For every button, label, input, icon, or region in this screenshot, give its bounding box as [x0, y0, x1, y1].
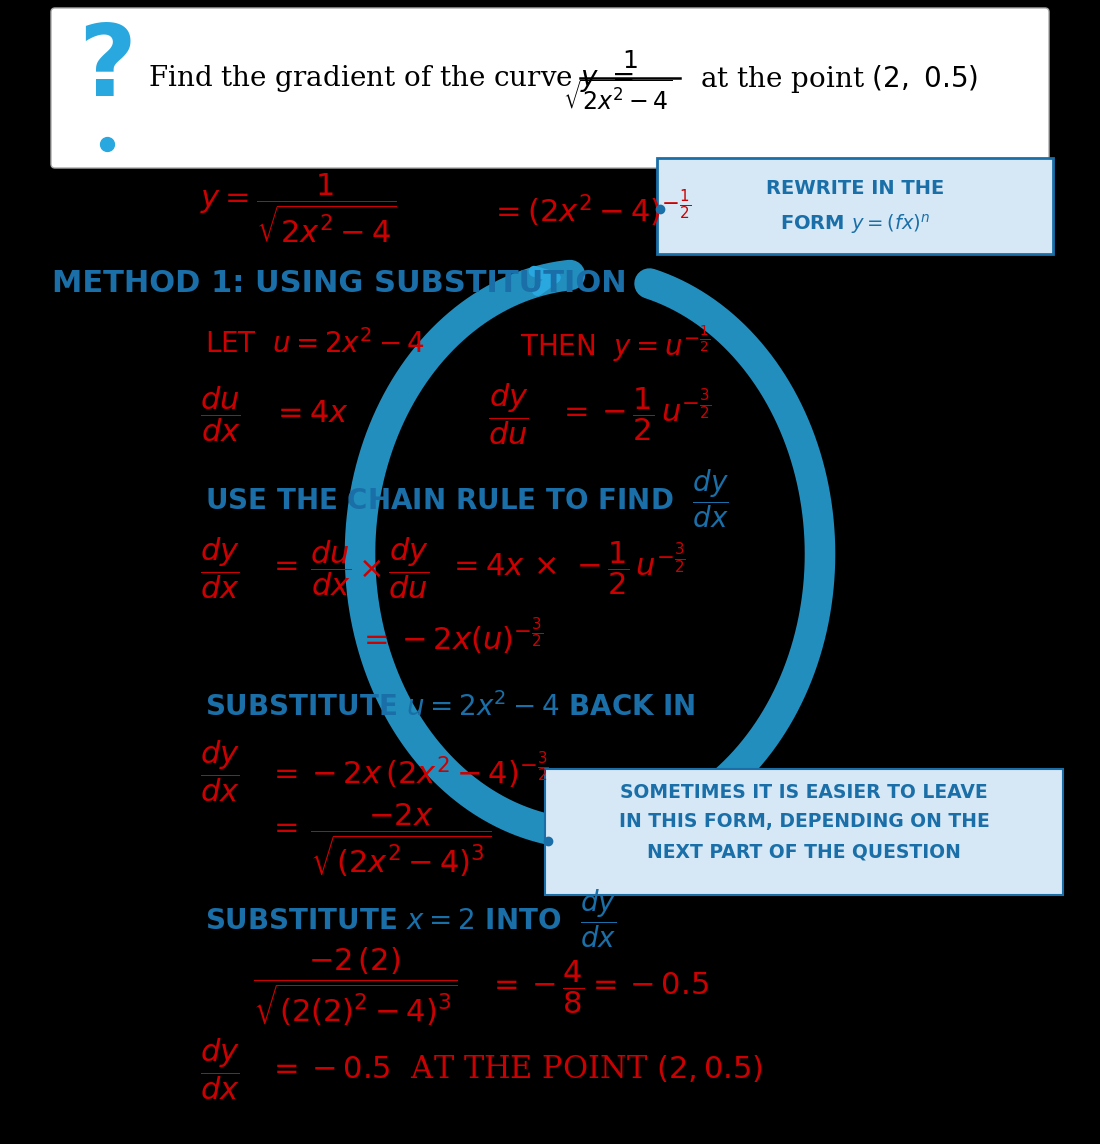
- FancyBboxPatch shape: [657, 158, 1053, 254]
- Text: THEN  $y = u^{-\frac{1}{2}}$: THEN $y = u^{-\frac{1}{2}}$: [520, 324, 711, 364]
- Text: LET  $u = 2x^2 - 4$: LET $u = 2x^2 - 4$: [205, 329, 425, 359]
- Text: Find the gradient of the curve $y\ =\ $: Find the gradient of the curve $y\ =\ $: [148, 63, 635, 94]
- Text: $y = \dfrac{1}{\sqrt{2x^2-4}}$: $y = \dfrac{1}{\sqrt{2x^2-4}}$: [200, 172, 396, 246]
- Text: $= -\dfrac{1}{2}\,u^{-\frac{3}{2}}$: $= -\dfrac{1}{2}\,u^{-\frac{3}{2}}$: [558, 386, 712, 443]
- Text: $\times\,\dfrac{dy}{du}$: $\times\,\dfrac{dy}{du}$: [358, 535, 429, 601]
- Text: at the point $(2,\ 0.5)$: at the point $(2,\ 0.5)$: [700, 63, 978, 95]
- Text: $= -0.5\ $ AT THE POINT $(2, 0.5)$: $= -0.5\ $ AT THE POINT $(2, 0.5)$: [268, 1054, 763, 1085]
- Text: $\dfrac{dy}{dx}$: $\dfrac{dy}{dx}$: [200, 535, 240, 601]
- Text: $= -\dfrac{4}{8} = -0.5$: $= -\dfrac{4}{8} = -0.5$: [488, 959, 708, 1016]
- Text: IN THIS FORM, DEPENDING ON THE: IN THIS FORM, DEPENDING ON THE: [618, 812, 989, 832]
- Text: $\dfrac{-2\,(2)}{\sqrt{(2(2)^2-4)^3}}$: $\dfrac{-2\,(2)}{\sqrt{(2(2)^2-4)^3}}$: [253, 945, 458, 1028]
- Text: NEXT PART OF THE QUESTION: NEXT PART OF THE QUESTION: [647, 842, 961, 861]
- Text: $\dfrac{dy}{dx}$: $\dfrac{dy}{dx}$: [200, 738, 240, 804]
- Text: $= -2x\,(2x^2-4)^{-\frac{3}{2}}$: $= -2x\,(2x^2-4)^{-\frac{3}{2}}$: [268, 750, 549, 792]
- Text: $=\, \dfrac{du}{dx}$: $=\, \dfrac{du}{dx}$: [268, 538, 351, 598]
- FancyBboxPatch shape: [51, 8, 1049, 168]
- Text: USE THE CHAIN RULE TO FIND  $\dfrac{dy}{dx}$: USE THE CHAIN RULE TO FIND $\dfrac{dy}{d…: [205, 468, 729, 531]
- Text: $= 4x\,\times\,-\dfrac{1}{2}\,u^{-\frac{3}{2}}$: $= 4x\,\times\,-\dfrac{1}{2}\,u^{-\frac{…: [448, 539, 686, 597]
- Text: SUBSTITUTE $u = 2x^2 - 4$ BACK IN: SUBSTITUTE $u = 2x^2 - 4$ BACK IN: [205, 692, 695, 722]
- Text: REWRITE IN THE: REWRITE IN THE: [766, 180, 944, 199]
- Text: $= 4x$: $= 4x$: [272, 398, 349, 429]
- Text: $\dfrac{du}{dx}$: $\dfrac{du}{dx}$: [200, 384, 241, 444]
- Text: $= (2x^2-4)^{-\frac{1}{2}}$: $= (2x^2-4)^{-\frac{1}{2}}$: [490, 188, 691, 230]
- Text: SUBSTITUTE $x = 2$ INTO  $\dfrac{dy}{dx}$: SUBSTITUTE $x = 2$ INTO $\dfrac{dy}{dx}$: [205, 888, 616, 951]
- Text: METHOD 1: USING SUBSTITUTION: METHOD 1: USING SUBSTITUTION: [52, 270, 627, 299]
- Text: FORM $y = (fx)^n$: FORM $y = (fx)^n$: [780, 212, 931, 236]
- FancyBboxPatch shape: [544, 769, 1063, 895]
- Text: $=\, \dfrac{-2x}{\sqrt{(2x^2-4)^3}}$: $=\, \dfrac{-2x}{\sqrt{(2x^2-4)^3}}$: [268, 802, 491, 880]
- Text: $\dfrac{dy}{dx}$: $\dfrac{dy}{dx}$: [200, 1036, 240, 1102]
- Text: $\sqrt{2x^2-4}$: $\sqrt{2x^2-4}$: [563, 80, 673, 116]
- Text: SOMETIMES IT IS EASIER TO LEAVE: SOMETIMES IT IS EASIER TO LEAVE: [620, 782, 988, 802]
- Text: $= -2x(u)^{-\frac{3}{2}}$: $= -2x(u)^{-\frac{3}{2}}$: [358, 615, 543, 658]
- Text: ?: ?: [78, 21, 136, 118]
- Text: $1$: $1$: [623, 50, 638, 73]
- Text: $\dfrac{dy}{du}$: $\dfrac{dy}{du}$: [488, 381, 529, 447]
